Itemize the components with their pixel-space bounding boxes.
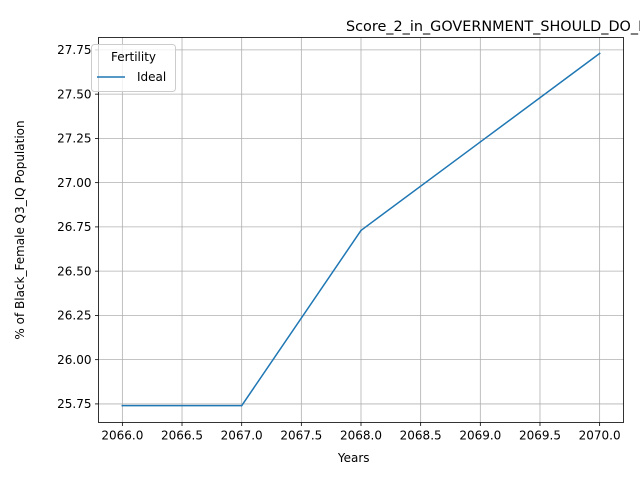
- data-point-ideal: [360, 230, 362, 232]
- y-tick-label: 27.75: [57, 43, 91, 57]
- chart-title: Score_2_in_GOVERNMENT_SHOULD_DO_MORE_for…: [346, 19, 640, 35]
- legend-title: Fertility: [111, 50, 156, 64]
- y-tick-label: 26.50: [57, 264, 91, 278]
- data-point-ideal: [599, 53, 601, 55]
- x-tick-label: 2066.0: [101, 429, 143, 443]
- data-point-ideal: [122, 405, 124, 407]
- legend: Fertility Ideal: [92, 45, 176, 92]
- y-tick-label: 26.25: [57, 309, 91, 323]
- data-point-ideal: [480, 141, 482, 143]
- x-tick-label: 2067.0: [221, 429, 263, 443]
- y-axis-label: % of Black_Female Q3_IQ Population: [13, 120, 27, 339]
- y-tick-label: 25.75: [57, 397, 91, 411]
- x-tick-label: 2070.0: [579, 429, 621, 443]
- x-tick-label: 2066.5: [161, 429, 203, 443]
- legend-label-ideal: Ideal: [137, 70, 166, 84]
- x-tick-label: 2069.0: [459, 429, 501, 443]
- x-tick-label: 2068.0: [340, 429, 382, 443]
- y-tick-label: 27.25: [57, 132, 91, 146]
- y-tick-label: 26.00: [57, 353, 91, 367]
- x-tick-label: 2067.5: [280, 429, 322, 443]
- y-tick-label: 26.75: [57, 220, 91, 234]
- x-tick-label: 2068.5: [400, 429, 442, 443]
- x-axis-label: Years: [337, 451, 370, 465]
- y-tick-label: 27.50: [57, 87, 91, 101]
- y-tick-label: 27.00: [57, 176, 91, 190]
- x-tick-label: 2069.5: [519, 429, 561, 443]
- data-point-ideal: [241, 405, 243, 407]
